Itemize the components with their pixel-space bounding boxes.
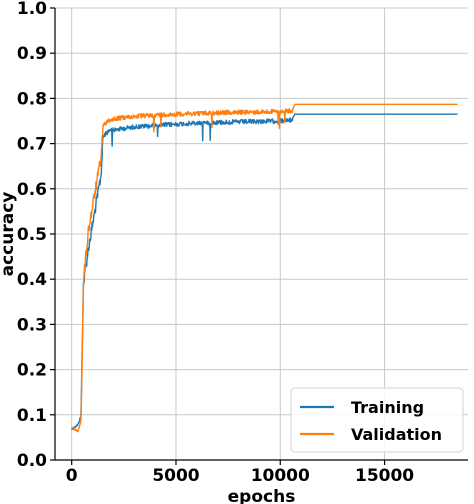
y-tick-label-4: 0.4 — [17, 270, 47, 290]
legend: Training Validation — [290, 387, 464, 453]
y-tick-label-1: 0.1 — [17, 406, 47, 426]
tick-labels: 0.0 0.1 0.2 0.3 0.4 0.5 0.6 0.7 0.8 0.9 1.0 0 5000 10… — [17, 0, 414, 486]
legend-box — [290, 387, 464, 453]
y-tick-label-0: 0.0 — [17, 451, 47, 471]
y-tick-label-3: 0.3 — [17, 315, 47, 335]
y-tick-label-2: 0.2 — [17, 361, 47, 381]
y-tick-label-7: 0.7 — [17, 135, 47, 155]
y-tick-label-10: 1.0 — [17, 0, 47, 19]
x-tick-label-2: 10000 — [251, 466, 310, 486]
x-tick-label-3: 15000 — [355, 466, 414, 486]
y-tick-label-8: 0.8 — [17, 89, 47, 109]
y-tick-label-9: 0.9 — [17, 44, 47, 64]
y-tick-label-5: 0.5 — [17, 225, 47, 245]
y-axis-label: accuracy — [0, 192, 18, 277]
legend-label-validation: Validation — [351, 425, 442, 444]
y-tick-label-6: 0.6 — [17, 180, 47, 200]
series-line-training — [71, 113, 458, 430]
series-lines — [71, 103, 458, 433]
x-tick-label-0: 0 — [66, 466, 78, 486]
x-axis-label: epochs — [228, 487, 296, 504]
x-tick-label-1: 5000 — [152, 466, 199, 486]
legend-label-training: Training — [351, 398, 424, 417]
series-line-validation — [71, 103, 458, 433]
